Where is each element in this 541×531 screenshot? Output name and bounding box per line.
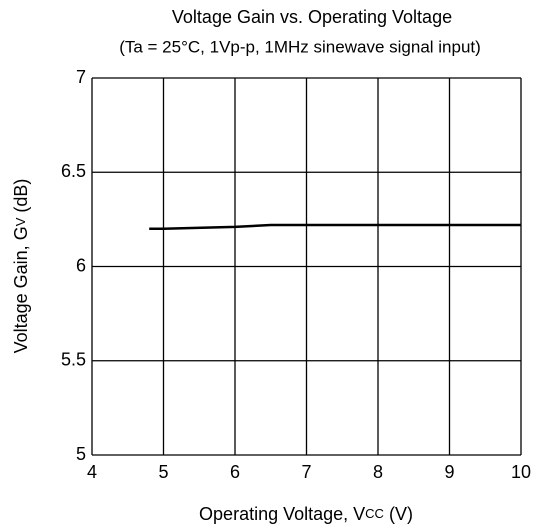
x-label-sub: CC xyxy=(365,506,384,521)
y-label-sub: V xyxy=(13,217,28,226)
y-tick-label: 6 xyxy=(76,255,86,275)
y-axis-label: Voltage Gain, GV (dB) xyxy=(11,179,31,354)
y-tick-label: 7 xyxy=(76,67,86,87)
chart-subtitle: (Ta = 25°C, 1Vp-p, 1MHz sinewave signal … xyxy=(119,37,481,56)
x-tick-label: 10 xyxy=(511,462,531,482)
y-tick-label: 5 xyxy=(76,444,86,464)
data-line xyxy=(149,223,521,231)
x-label-text: Operating Voltage, V xyxy=(199,504,365,524)
x-tick-label: 8 xyxy=(373,462,383,482)
y-label-text: Voltage Gain, G xyxy=(11,226,31,353)
x-tick-label: 4 xyxy=(87,462,97,482)
y-label-text: (dB) xyxy=(11,179,31,218)
x-tick-label: 5 xyxy=(158,462,168,482)
x-axis-label: Operating Voltage, VCC (V) xyxy=(199,504,413,524)
x-tick-label: 9 xyxy=(444,462,454,482)
y-tick-label: 5.5 xyxy=(61,350,86,370)
y-tick-label: 6.5 xyxy=(61,161,86,181)
x-label-text: (V) xyxy=(384,504,413,524)
chart-title: Voltage Gain vs. Operating Voltage xyxy=(172,7,452,27)
x-tick-label: 6 xyxy=(230,462,240,482)
x-tick-label: 7 xyxy=(301,462,311,482)
